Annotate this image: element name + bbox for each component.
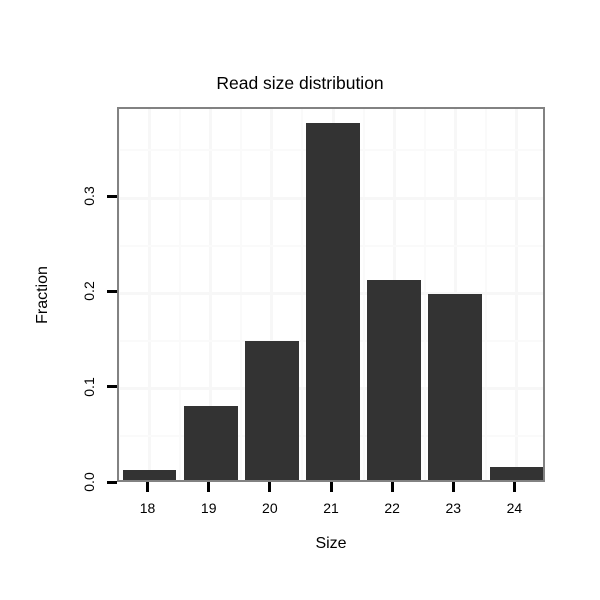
x-tick-label-20: 20 <box>262 500 278 516</box>
y-tick-label-container: 0.0 <box>78 472 100 492</box>
x-tick-24 <box>512 482 516 492</box>
bar-22 <box>367 279 422 480</box>
x-tick-20 <box>268 482 272 492</box>
y-tick-label-0.3: 0.3 <box>81 186 97 206</box>
bar-24 <box>489 466 543 480</box>
x-tick-label-19: 19 <box>200 500 217 516</box>
x-axis-title: Size <box>315 535 347 552</box>
y-tick-label-0.1: 0.1 <box>81 376 97 397</box>
y-tick-0.0 <box>107 480 117 484</box>
y-tick-0.1 <box>107 385 117 389</box>
bar-19 <box>183 405 238 480</box>
bar-18 <box>122 469 177 480</box>
x-tick-label-21: 21 <box>323 500 339 516</box>
y-tick-label-0.2: 0.2 <box>81 281 97 302</box>
x-tick-label-24: 24 <box>506 500 523 516</box>
x-tick-label-23: 23 <box>445 500 462 516</box>
chart-title: Read size distribution <box>216 73 384 93</box>
y-tick-label-0.0: 0.0 <box>81 472 97 492</box>
bar-23 <box>428 294 483 480</box>
x-tick-label-18: 18 <box>139 500 156 516</box>
plot-area <box>119 109 543 480</box>
x-tick-23 <box>451 482 455 492</box>
bar-21 <box>306 122 360 480</box>
y-tick-label-container: 0.2 <box>78 281 100 302</box>
y-tick-0.3 <box>107 194 117 198</box>
y-tick-0.2 <box>107 289 117 293</box>
y-tick-label-container: 0.3 <box>78 186 100 206</box>
x-tick-18 <box>146 482 150 492</box>
x-tick-19 <box>207 482 211 492</box>
plot-panel <box>117 107 545 482</box>
y-axis-title-container: Fraction <box>30 107 56 482</box>
y-axis-title: Fraction <box>34 265 51 324</box>
bar-20 <box>244 340 299 480</box>
x-tick-label-22: 22 <box>384 500 400 516</box>
y-tick-label-container: 0.1 <box>78 376 100 397</box>
x-tick-21 <box>329 482 333 492</box>
x-tick-22 <box>390 482 394 492</box>
